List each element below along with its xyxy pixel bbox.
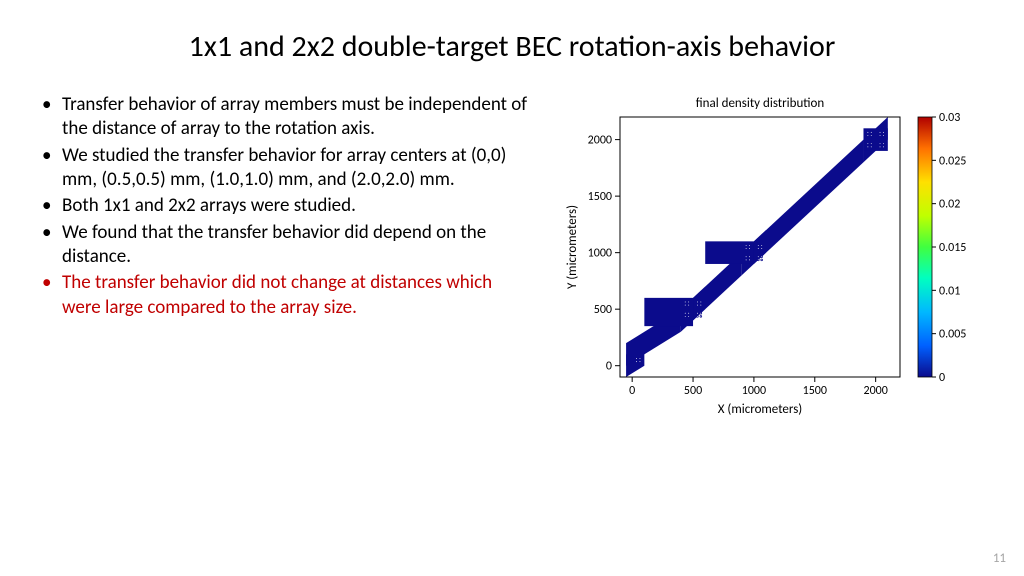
slide-body: Transfer behavior of array members must …: [40, 93, 984, 433]
cluster-dot: [761, 245, 763, 247]
colorbar-tick-label: 0.025: [939, 154, 966, 168]
cluster-dot: [639, 358, 641, 360]
page-number: 11: [993, 551, 1006, 566]
chart-title: final density distribution: [696, 96, 825, 111]
cluster-dot: [745, 248, 747, 250]
cluster-dot: [639, 361, 641, 363]
cluster-dot: [700, 301, 702, 303]
cluster-dot: [745, 245, 747, 247]
cluster-dot: [636, 361, 638, 363]
y-tick-label: 1500: [588, 190, 612, 204]
cluster-dot: [684, 312, 686, 314]
cluster-dot: [879, 135, 881, 137]
y-tick-label: 0: [606, 360, 612, 374]
chart-container: final density distribution 0 500 1000 1500 20…: [550, 93, 990, 433]
slide-title: 1x1 and 2x2 double-target BEC rotation-a…: [40, 28, 984, 65]
colorbar-tick-label: 0.01: [939, 284, 960, 298]
cluster-dot: [757, 248, 759, 250]
bullet-item: Both 1x1 and 2x2 arrays were studied.: [40, 194, 530, 218]
x-tick-label: 2000: [863, 384, 887, 398]
cluster-dot: [688, 301, 690, 303]
cluster-dot: [749, 248, 751, 250]
cluster-dot: [879, 132, 881, 134]
x-tick-label: 1500: [803, 384, 827, 398]
cluster-dot: [700, 312, 702, 314]
cluster-dot: [684, 316, 686, 318]
bullet-item: The transfer behavior did not change at …: [40, 271, 530, 320]
cluster-dot: [761, 256, 763, 258]
bullet-item: Transfer behavior of array members must …: [40, 93, 530, 142]
cluster-dot: [757, 245, 759, 247]
bullet-list: Transfer behavior of array members must …: [40, 93, 530, 433]
cluster-dot: [867, 146, 869, 148]
cluster-dot: [700, 316, 702, 318]
x-tick-label: 1000: [742, 384, 766, 398]
x-tick-label: 0: [629, 384, 635, 398]
cluster-dot: [697, 316, 699, 318]
cluster-dot: [870, 135, 872, 137]
colorbar-tick-label: 0.03: [939, 111, 960, 125]
colorbar-tick-label: 0.005: [939, 328, 966, 342]
cluster-dot: [684, 304, 686, 306]
y-tick-label: 500: [594, 303, 612, 317]
cluster-dot: [697, 304, 699, 306]
cluster-dot: [883, 135, 885, 137]
cluster-dot: [867, 143, 869, 145]
x-axis-label: X (micrometers): [718, 402, 802, 417]
y-axis-label: Y (micrometers): [565, 205, 580, 289]
colorbar-tick-label: 0.015: [939, 241, 966, 255]
cluster-dot: [883, 143, 885, 145]
cluster-dot: [688, 316, 690, 318]
cluster-dot: [879, 143, 881, 145]
cluster-dot: [761, 259, 763, 261]
bullet-item: We studied the transfer behavior for arr…: [40, 144, 530, 193]
cluster-dot: [749, 245, 751, 247]
cluster-dot: [749, 259, 751, 261]
cluster-dot: [870, 132, 872, 134]
cluster-dot: [684, 301, 686, 303]
cluster-dot: [883, 146, 885, 148]
cluster-dot: [749, 256, 751, 258]
cluster-dot: [757, 256, 759, 258]
colorbar-tick-label: 0: [939, 371, 945, 385]
cluster-dot: [697, 301, 699, 303]
cluster-dot: [700, 304, 702, 306]
cluster-dot: [867, 132, 869, 134]
colorbar-tick-label: 0.02: [939, 198, 960, 212]
cluster-dot: [745, 259, 747, 261]
density-chart: final density distribution 0 500 1000 1500 20…: [550, 93, 990, 433]
cluster-dot: [697, 312, 699, 314]
cluster-dot: [688, 312, 690, 314]
x-tick-label: 500: [684, 384, 702, 398]
cluster-dot: [870, 146, 872, 148]
cluster-dot: [870, 143, 872, 145]
colorbar: [918, 117, 932, 377]
cluster-dot: [761, 248, 763, 250]
cluster-dot: [688, 304, 690, 306]
y-tick-label: 1000: [588, 247, 612, 261]
bullet-item: We found that the transfer behavior did …: [40, 221, 530, 270]
cluster-dot: [883, 132, 885, 134]
cluster-dot: [745, 256, 747, 258]
cluster-dot: [867, 135, 869, 137]
cluster-dot: [757, 259, 759, 261]
y-tick-label: 2000: [588, 134, 612, 148]
cluster-dot: [636, 358, 638, 360]
cluster-dot: [879, 146, 881, 148]
slide: 1x1 and 2x2 double-target BEC rotation-a…: [0, 0, 1024, 576]
